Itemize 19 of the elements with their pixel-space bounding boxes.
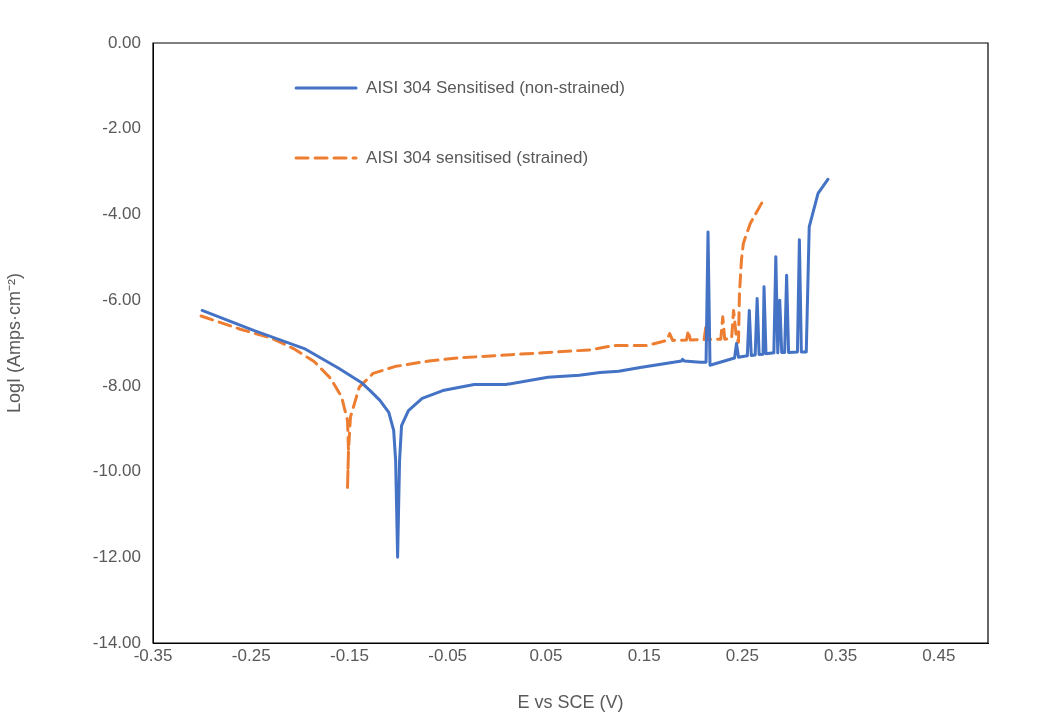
x-tick-label: 0.45 [922,645,956,665]
y-tick-label: -10.00 [92,461,141,481]
x-tick-label: 0.25 [725,645,759,665]
x-tick-label: -0.15 [330,645,369,665]
y-tick-label: -8.00 [102,375,141,395]
y-tick-label: 0.00 [107,32,141,52]
y-tick-label: -4.00 [102,204,141,224]
y-tick-label: -2.00 [102,118,141,138]
legend-label: AISI 304 sensitised (strained) [366,147,589,167]
x-axis-title: E vs SCE (V) [517,692,624,713]
x-tick-label: -0.25 [231,645,271,665]
x-tick-label: 0.05 [529,645,563,665]
y-tick-label: -12.00 [92,546,141,566]
x-tick-label: 0.35 [824,645,858,665]
y-tick-label: -6.00 [102,289,141,309]
y-axis-title: LogI (Amps·cm⁻²) [3,272,24,414]
x-tick-label: 0.15 [627,645,661,665]
legend-label: AISI 304 Sensitised (non-strained) [366,77,625,97]
x-tick-label: -0.05 [428,645,468,665]
